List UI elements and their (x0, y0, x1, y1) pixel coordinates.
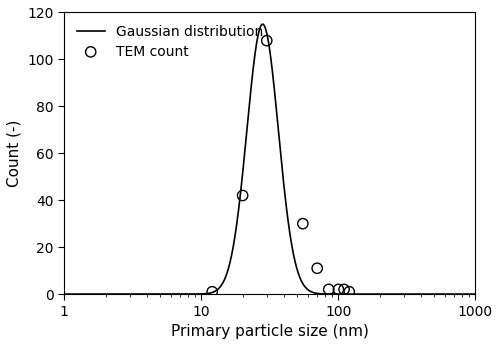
Gaussian distribution (464, 292, 470, 296)
TEM count (340, 286, 348, 292)
Y-axis label: Count (-): Count (-) (7, 120, 22, 187)
X-axis label: Primary particle size (nm): Primary particle size (nm) (171, 324, 369, 339)
TEM count (325, 286, 333, 292)
Gaussian distribution (132, 292, 138, 296)
TEM count (208, 289, 216, 294)
Gaussian distribution (472, 292, 478, 296)
Gaussian distribution (219, 282, 225, 286)
Line: Gaussian distribution: Gaussian distribution (64, 24, 476, 294)
TEM count (334, 286, 342, 292)
Gaussian distribution (260, 22, 266, 26)
Gaussian distribution (420, 292, 426, 296)
Gaussian distribution (237, 198, 243, 202)
Legend: Gaussian distribution, TEM count: Gaussian distribution, TEM count (71, 19, 268, 64)
TEM count (238, 193, 246, 198)
TEM count (263, 38, 271, 43)
TEM count (346, 289, 354, 294)
Gaussian distribution (108, 292, 114, 296)
TEM count (299, 221, 307, 226)
TEM count (313, 265, 321, 271)
Gaussian distribution (62, 292, 68, 296)
